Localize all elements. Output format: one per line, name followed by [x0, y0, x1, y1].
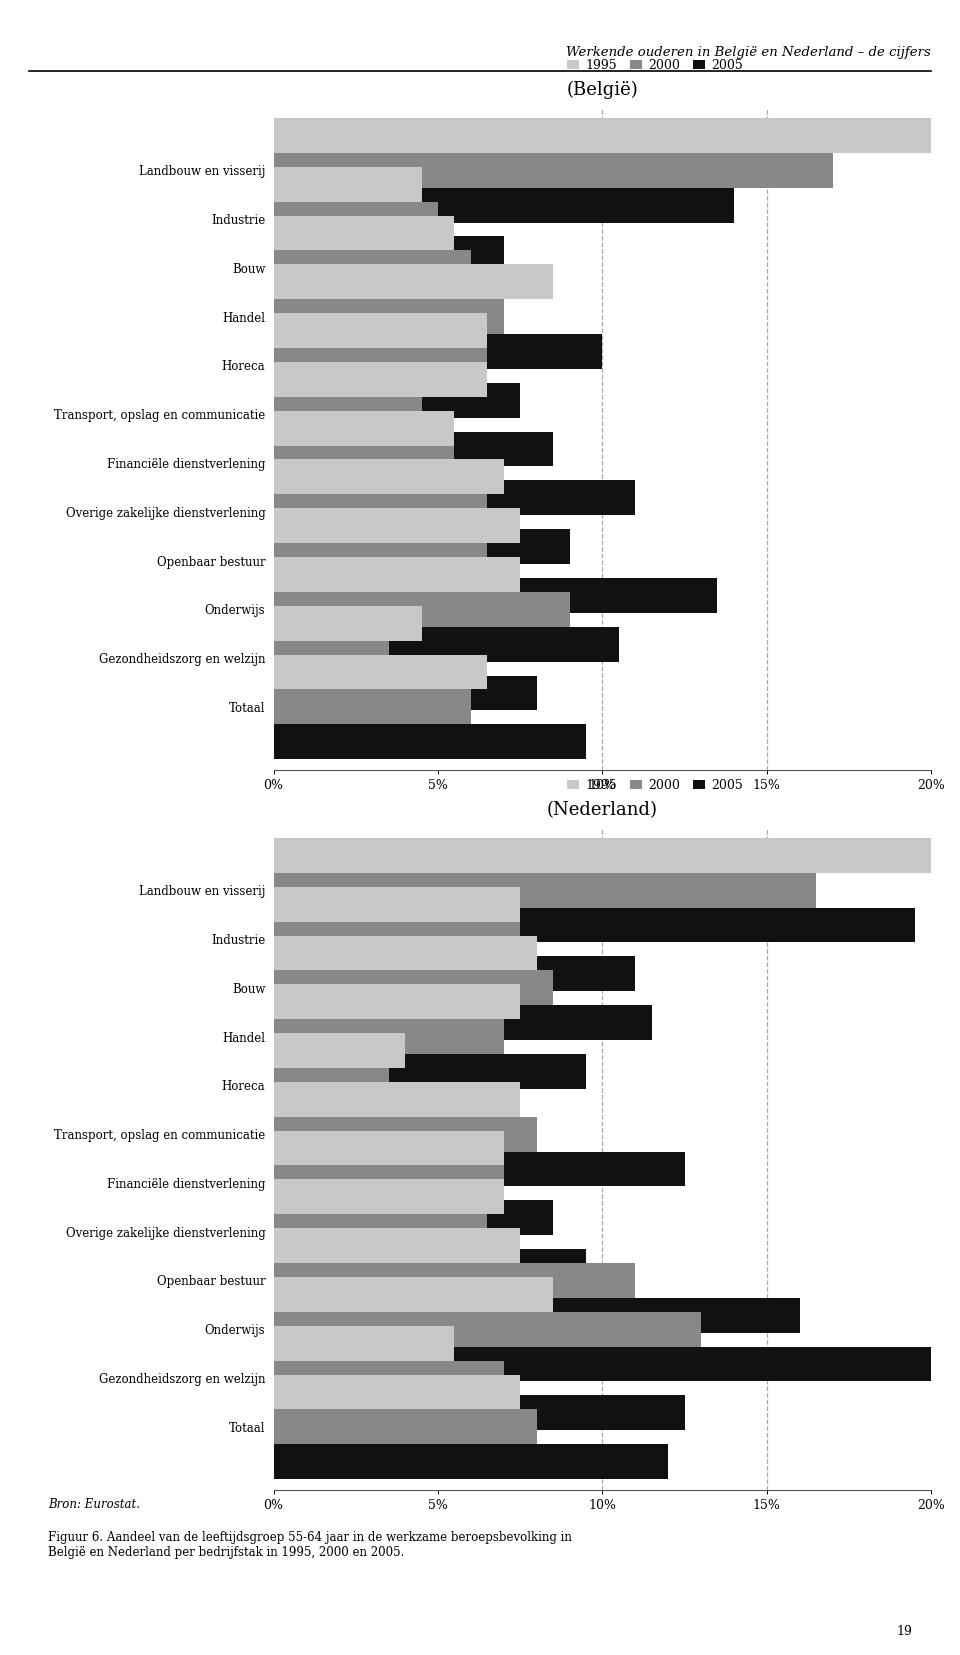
Bar [274, 250, 470, 285]
Bar [274, 495, 488, 530]
Bar [274, 348, 488, 382]
Bar [274, 935, 537, 970]
Bar [274, 1067, 389, 1102]
Bar [274, 690, 470, 725]
Text: Werkende ouderen in België en Nederland – de cijfers: Werkende ouderen in België en Nederland … [566, 46, 931, 60]
Bar [274, 480, 636, 515]
Bar [274, 118, 960, 152]
Bar [274, 558, 520, 592]
Bar [274, 1152, 684, 1187]
Bar [274, 508, 520, 543]
Bar [274, 837, 948, 872]
Bar [274, 1250, 586, 1284]
Bar [274, 530, 569, 564]
Bar [274, 887, 520, 922]
Legend: 1995, 2000, 2005: 1995, 2000, 2005 [562, 775, 748, 798]
Bar [274, 362, 488, 397]
Bar [274, 543, 488, 578]
Bar [274, 1082, 520, 1117]
Bar [274, 237, 504, 271]
Bar [274, 1347, 931, 1382]
Bar [274, 1312, 701, 1347]
Bar [274, 985, 520, 1019]
Bar [274, 410, 454, 445]
Bar [274, 1130, 504, 1165]
Bar [274, 1326, 454, 1360]
Bar [274, 606, 421, 640]
Bar [274, 334, 602, 369]
Bar [274, 640, 389, 675]
Bar [274, 397, 421, 432]
Bar [274, 655, 488, 690]
Bar [274, 432, 553, 467]
Bar [274, 1215, 488, 1250]
Text: Bron: Eurostat.: Bron: Eurostat. [48, 1498, 140, 1511]
Bar [274, 285, 488, 319]
Bar [274, 1263, 636, 1298]
Bar [274, 957, 636, 991]
Bar [274, 922, 520, 957]
Bar [274, 187, 733, 222]
Bar [274, 382, 520, 417]
Text: 19: 19 [896, 1625, 912, 1638]
Text: Figuur 6. Aandeel van de leeftijdsgroep 55-64 jaar in de werkzame beroepsbevolki: Figuur 6. Aandeel van de leeftijdsgroep … [48, 1531, 572, 1559]
Bar [274, 1375, 520, 1410]
Bar [274, 1445, 668, 1480]
Bar [274, 1200, 553, 1235]
Bar [274, 1005, 652, 1039]
Bar [274, 167, 421, 202]
Bar [274, 1395, 684, 1430]
Bar [274, 1054, 586, 1089]
Bar [274, 313, 488, 348]
Bar [274, 578, 717, 612]
Bar [274, 460, 504, 495]
Bar [274, 872, 816, 907]
Text: (België): (België) [566, 81, 638, 99]
Bar [274, 725, 586, 760]
Bar [274, 1117, 537, 1152]
Bar [274, 675, 537, 710]
Bar [274, 215, 454, 250]
Bar [274, 1019, 504, 1054]
Bar [274, 1180, 504, 1215]
Legend: 1995, 2000, 2005: 1995, 2000, 2005 [562, 55, 748, 78]
Bar [274, 1165, 504, 1200]
Bar [274, 970, 553, 1005]
Bar [274, 1228, 520, 1263]
Bar [274, 202, 438, 237]
Bar [274, 445, 454, 480]
Text: (Nederland): (Nederland) [547, 801, 658, 819]
Bar [274, 1410, 537, 1445]
Bar [274, 1102, 488, 1137]
Bar [274, 592, 569, 627]
Bar [274, 627, 619, 662]
Bar [274, 300, 504, 334]
Bar [274, 1033, 405, 1067]
Bar [274, 1278, 553, 1312]
Bar [274, 907, 915, 942]
Bar [274, 265, 553, 300]
Bar [274, 152, 832, 187]
Bar [274, 1360, 504, 1395]
Bar [274, 1298, 800, 1332]
